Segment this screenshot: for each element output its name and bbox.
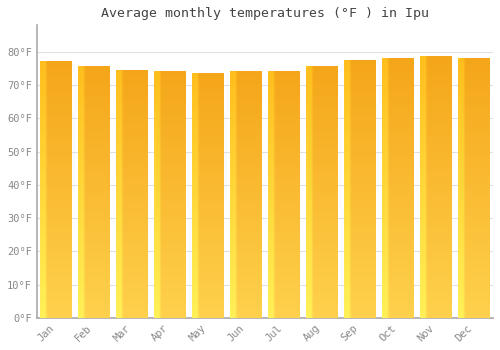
Title: Average monthly temperatures (°F ) in Ipu: Average monthly temperatures (°F ) in Ip…: [101, 7, 429, 20]
